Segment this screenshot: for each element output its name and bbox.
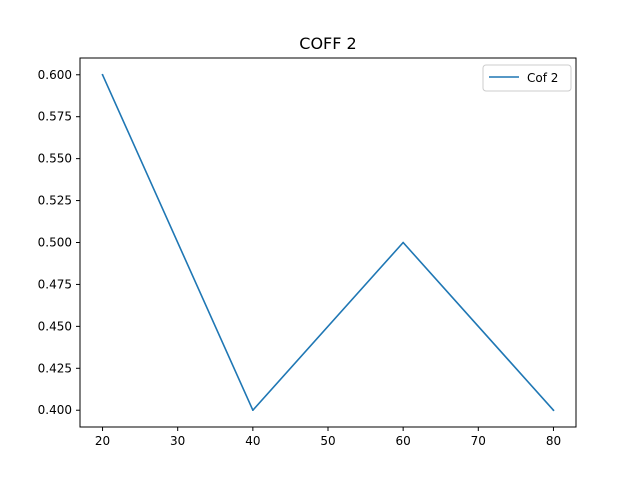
x-tick-label: 70 [471,434,486,448]
legend-box [482,64,572,92]
y-tick-label: 0.450 [38,319,72,333]
series-line-0 [101,73,555,412]
y-tick-label: 0.400 [38,403,72,417]
x-axis-ticks: 20 30 40 50 60 70 80 [95,427,561,448]
x-tick-label: 40 [245,434,260,448]
y-tick-label: 0.525 [38,194,72,208]
legend: Cof 2 [482,64,572,92]
y-tick-label: 0.425 [38,361,72,375]
series-layer [101,73,555,412]
chart-title: COFF 2 [299,34,356,53]
x-tick-label: 30 [170,434,185,448]
y-tick-label: 0.475 [38,277,72,291]
x-tick-label: 50 [320,434,335,448]
data-point [552,409,555,412]
y-tick-label: 0.500 [38,236,72,250]
x-tick-label: 60 [396,434,411,448]
data-point [252,409,254,412]
y-axis-ticks: 0.400 0.425 0.450 0.475 0.500 0.525 0.550 0.575… [38,68,80,417]
y-tick-label: 0.600 [38,68,72,82]
data-point [402,241,404,244]
y-tick-label: 0.550 [38,152,72,166]
plot-frame [79,57,577,428]
legend-label: Cof 2 [527,71,558,85]
x-tick-label: 20 [95,434,110,448]
x-tick-label: 80 [546,434,561,448]
y-tick-label: 0.575 [38,110,72,124]
data-point [101,73,104,76]
